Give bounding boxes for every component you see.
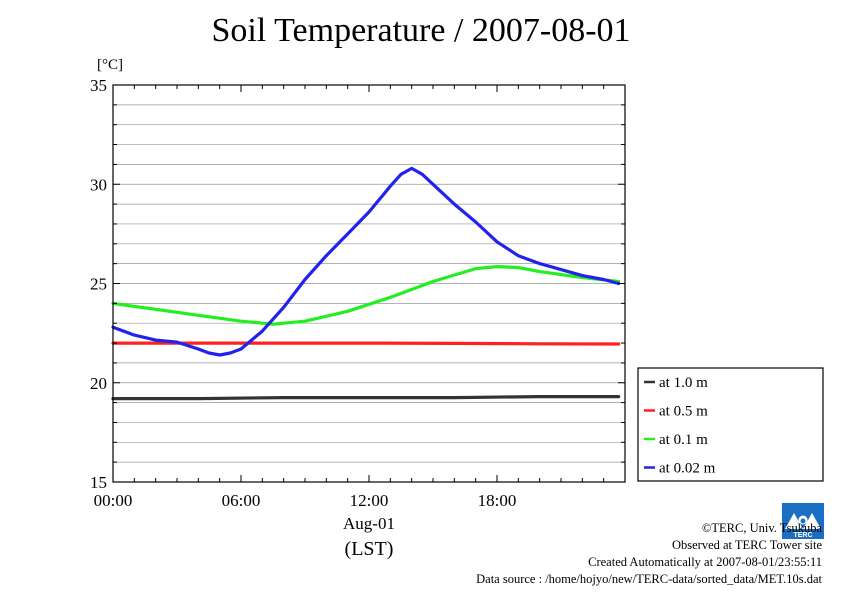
series-line <box>111 166 621 357</box>
y-tick-label: 15 <box>90 473 107 492</box>
y-tick-label: 35 <box>90 76 107 95</box>
legend-label: at 0.5 m <box>659 404 708 420</box>
series-line <box>111 265 621 326</box>
x-axis-sublabel: (LST) <box>345 538 394 560</box>
footer-source: Data source : /home/hojyo/new/TERC-data/… <box>476 572 822 586</box>
footer-created: Created Automatically at 2007-08-01/23:5… <box>588 555 822 569</box>
series-lines <box>111 166 621 401</box>
axis-ticks: 15 20 25 30 35 00:00 06:00 12:00 18:00 <box>90 76 626 510</box>
y-tick-label: 20 <box>90 374 107 393</box>
terc-logo: TERC <box>782 503 824 539</box>
grid-lines <box>113 104 625 463</box>
x-tick-label: 18:00 <box>478 491 517 510</box>
legend-label: at 0.02 m <box>659 461 716 477</box>
x-axis-label: Aug-01 <box>343 514 395 533</box>
footer-observed: Observed at TERC Tower site <box>671 538 822 552</box>
legend-label: at 0.1 m <box>659 432 708 448</box>
legend-box <box>637 367 824 482</box>
series-line <box>111 395 621 401</box>
x-tick-label: 12:00 <box>350 491 389 510</box>
logo-text: TERC <box>793 532 812 539</box>
y-tick-label: 30 <box>90 175 107 194</box>
x-tick-label: 06:00 <box>222 491 261 510</box>
series-line <box>111 341 621 346</box>
legend-label: at 1.0 m <box>659 375 708 391</box>
y-tick-label: 25 <box>90 275 107 294</box>
chart-title: Soil Temperature / 2007-08-01 <box>211 12 631 49</box>
legend: at 1.0 m at 0.5 m at 0.1 m at 0.02 m <box>637 367 824 482</box>
footer-copyright: ©TERC, Univ. Tsukuba <box>701 521 822 535</box>
y-axis-label: [°C] <box>97 57 123 73</box>
x-tick-label: 00:00 <box>94 491 133 510</box>
